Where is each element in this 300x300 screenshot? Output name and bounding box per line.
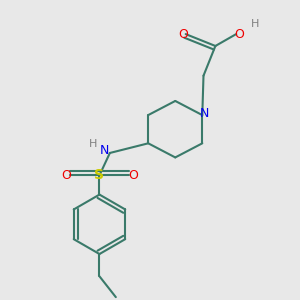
Text: O: O	[178, 28, 188, 40]
Text: H: H	[88, 139, 97, 149]
Text: O: O	[234, 28, 244, 40]
Text: S: S	[94, 168, 104, 182]
Text: N: N	[100, 143, 109, 157]
Text: O: O	[61, 169, 71, 182]
Text: H: H	[251, 19, 260, 29]
Text: N: N	[200, 107, 209, 120]
Text: O: O	[128, 169, 138, 182]
